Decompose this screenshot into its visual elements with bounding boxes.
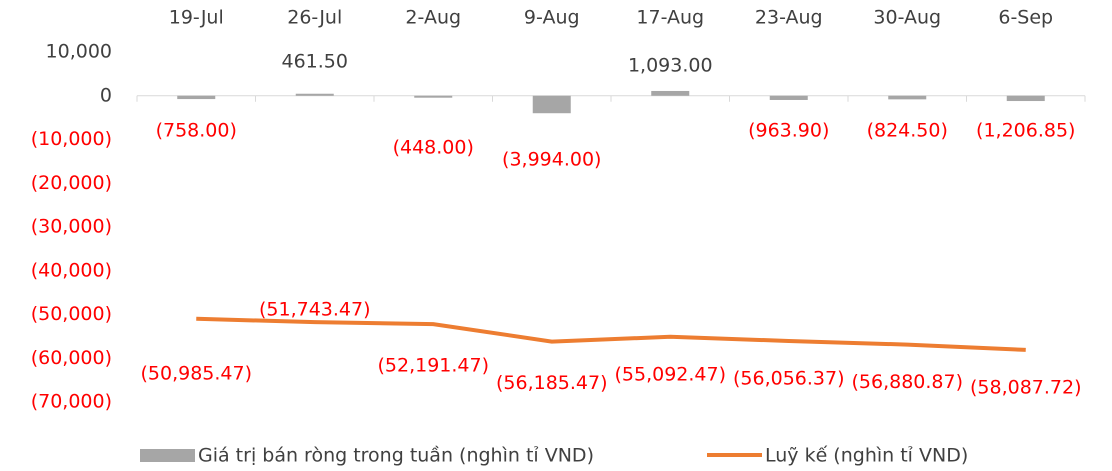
data-label: (1,206.85) (976, 119, 1075, 141)
x-tick-label: 9-Aug (524, 7, 580, 29)
x-tick-label: 30-Aug (873, 7, 941, 29)
bar (532, 95, 571, 114)
bar (651, 90, 690, 96)
y-tick-label: (30,000) (31, 216, 112, 238)
data-label: (448.00) (393, 136, 474, 158)
data-label: (52,191.47) (377, 355, 489, 377)
bar (295, 93, 334, 96)
y-tick-label: (20,000) (31, 172, 112, 194)
bar (769, 95, 808, 100)
x-tick-label: 2-Aug (405, 7, 461, 29)
x-tick-label: 23-Aug (755, 7, 823, 29)
data-label: (56,185.47) (496, 372, 608, 394)
y-tick-label: (10,000) (31, 128, 112, 150)
y-tick-label: 0 (100, 84, 112, 106)
y-tick-label: 10,000 (46, 41, 112, 63)
x-tick-label: 19-Jul (169, 7, 224, 29)
y-tick-label: (70,000) (31, 391, 112, 413)
data-label: (55,092.47) (614, 363, 726, 385)
y-tick-label: (40,000) (31, 259, 112, 281)
legend-label: Giá trị bán ròng trong tuần (nghìn tỉ VN… (198, 445, 594, 467)
data-label: (3,994.00) (502, 148, 601, 170)
x-tick-label: 6-Sep (998, 7, 1053, 29)
data-label: (758.00) (156, 119, 237, 141)
data-label: (51,743.47) (259, 299, 371, 321)
data-label: (56,880.87) (851, 371, 963, 393)
legend-swatch (140, 449, 195, 462)
data-label: (50,985.47) (140, 362, 252, 384)
y-tick-label: (60,000) (31, 347, 112, 369)
bar (414, 95, 453, 98)
y-tick-label: (50,000) (31, 303, 112, 325)
x-tick-label: 26-Jul (287, 7, 342, 29)
data-label: (58,087.72) (970, 376, 1082, 398)
data-label: (56,056.37) (733, 367, 845, 389)
x-tick-label: 17-Aug (636, 7, 704, 29)
legend-label: Luỹ kế (nghìn tỉ VND) (765, 445, 968, 467)
bar (177, 95, 216, 100)
data-label: (824.50) (867, 119, 948, 141)
data-label: 1,093.00 (628, 54, 713, 76)
line (196, 316, 1026, 352)
bar (1006, 95, 1045, 102)
bar (888, 95, 927, 100)
data-label: (963.90) (748, 119, 829, 141)
data-label: 461.50 (282, 50, 348, 72)
